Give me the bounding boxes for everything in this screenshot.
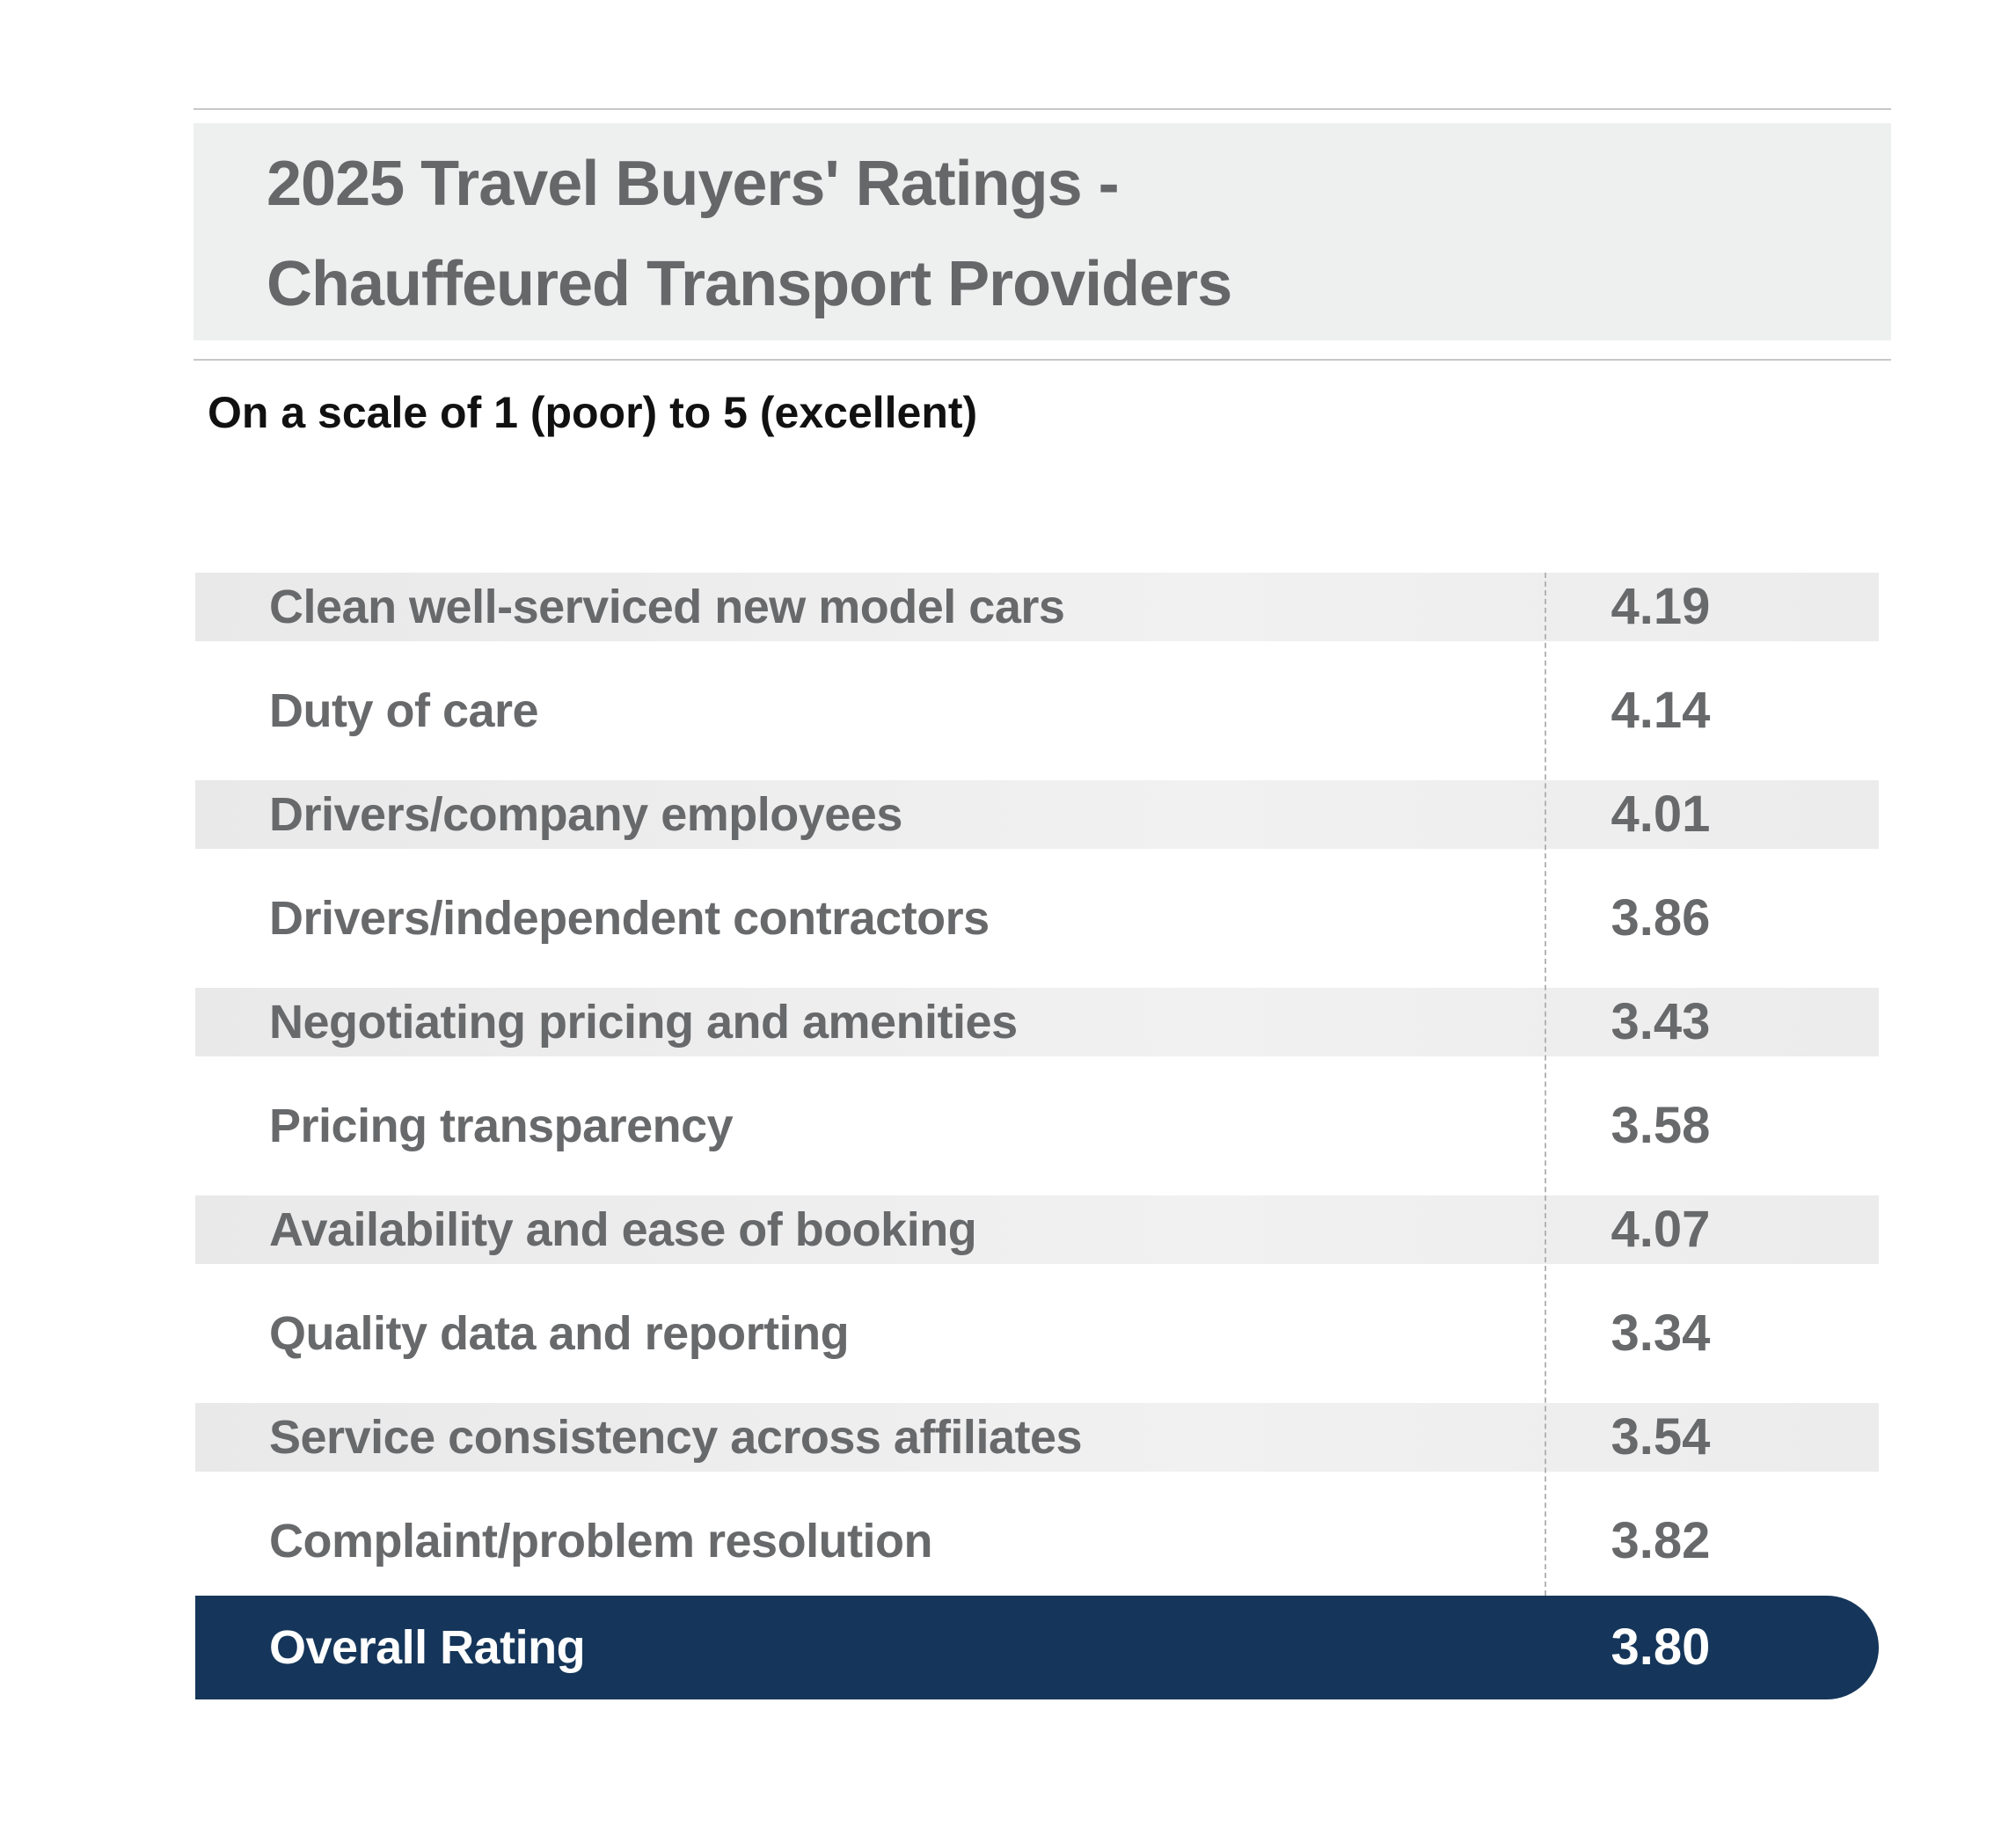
row-label: Drivers/independent contractors: [269, 892, 990, 945]
table-row: Drivers/company employees 4.01: [195, 780, 1879, 849]
column-divider: [1545, 573, 1546, 1596]
table-row: Complaint/problem resolution 3.82: [195, 1507, 1879, 1575]
table-row: Duty of care 4.14: [195, 676, 1879, 745]
row-value: 3.58: [1611, 1097, 1711, 1154]
row-label: Quality data and reporting: [269, 1307, 850, 1360]
subtitle: On a scale of 1 (poor) to 5 (excellent): [208, 388, 978, 437]
total-label: Overall Rating: [269, 1621, 586, 1674]
bottom-rule: [194, 359, 1891, 361]
table-row: Service consistency across affiliates 3.5…: [195, 1403, 1879, 1472]
row-value: 4.07: [1611, 1201, 1711, 1258]
table-row: Drivers/independent contractors 3.86: [195, 884, 1879, 953]
table-row: Negotiating pricing and amenities 3.43: [195, 988, 1879, 1056]
row-value: 3.54: [1611, 1408, 1711, 1465]
table-row: Clean well-serviced new model cars 4.19: [195, 573, 1879, 641]
total-value: 3.80: [1611, 1619, 1711, 1676]
total-row: Overall Rating 3.80: [195, 1596, 1879, 1699]
title-line: Chauffeured Transport Providers: [267, 249, 1232, 319]
row-label: Negotiating pricing and amenities: [269, 996, 1018, 1049]
row-value: 4.01: [1611, 786, 1711, 843]
table-row: Availability and ease of booking 4.07: [195, 1195, 1879, 1264]
table-row: Quality data and reporting 3.34: [195, 1299, 1879, 1368]
table-row: Pricing transparency 3.58: [195, 1092, 1879, 1160]
row-label: Complaint/problem resolution: [269, 1515, 933, 1568]
row-label: Duty of care: [269, 684, 539, 737]
row-value: 3.34: [1611, 1304, 1711, 1362]
top-rule: [194, 108, 1891, 110]
row-value: 4.19: [1611, 578, 1711, 635]
row-label: Service consistency across affiliates: [269, 1411, 1083, 1464]
title-box: [194, 123, 1891, 340]
title-line: 2025 Travel Buyers' Ratings -: [267, 149, 1120, 219]
row-label: Availability and ease of booking: [269, 1203, 977, 1256]
row-label: Pricing transparency: [269, 1100, 734, 1152]
row-label: Clean well-serviced new model cars: [269, 581, 1065, 633]
row-value: 4.14: [1611, 682, 1711, 739]
row-label: Drivers/company employees: [269, 788, 902, 841]
row-value: 3.43: [1611, 993, 1711, 1050]
row-value: 3.82: [1611, 1512, 1711, 1569]
row-value: 3.86: [1611, 889, 1711, 946]
